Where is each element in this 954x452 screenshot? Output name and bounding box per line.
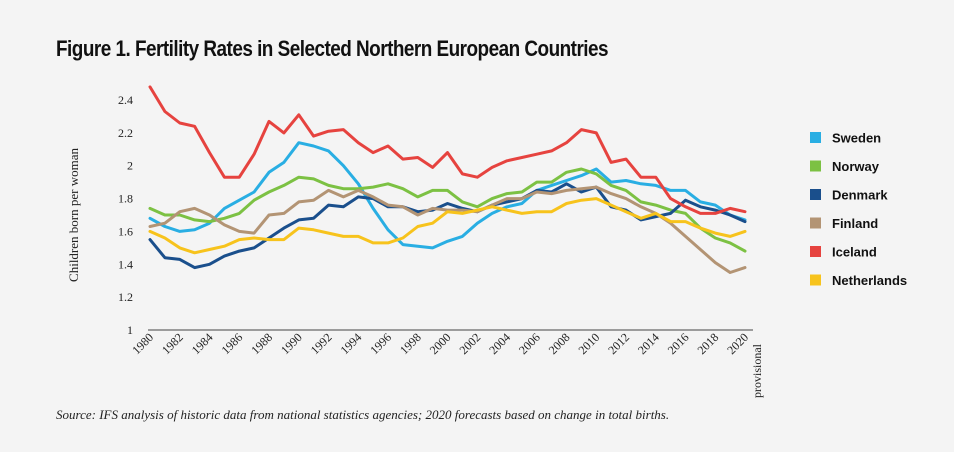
y-tick-label: 2.2: [118, 126, 133, 140]
x-tick-label: 1982: [159, 330, 186, 357]
y-tick-label: 1.4: [118, 257, 133, 271]
x-tick-label: 2004: [486, 330, 513, 357]
x-tick-label: 2006: [516, 330, 543, 357]
x-tick-label: 1990: [278, 330, 305, 357]
legend-swatch: [810, 274, 821, 286]
x-tick-label: 2012: [605, 330, 632, 357]
legend-label: Iceland: [832, 245, 877, 260]
x-tick-label: 1992: [308, 330, 335, 357]
y-tick-label: 1.6: [118, 224, 133, 238]
series-line-norway: [148, 167, 747, 253]
y-tick-label: 1: [127, 323, 133, 337]
x-tick-label: 1996: [367, 330, 394, 357]
x-tick-label: 2002: [457, 330, 484, 357]
x-tick-label: 2000: [427, 330, 454, 357]
x-tick-label: 1984: [189, 330, 216, 357]
x-tick-label: 2020: [724, 330, 751, 357]
source-note: Source: IFS analysis of historic data fr…: [56, 407, 670, 422]
y-tick-label: 1.2: [118, 290, 133, 304]
legend-swatch: [810, 246, 821, 257]
y-axis-label: Children born per woman: [66, 148, 81, 282]
x-tick-label: 1980: [129, 330, 156, 357]
series-line-sweden: [148, 141, 747, 250]
x-tick-sublabel: provisional: [750, 343, 764, 398]
series-line-denmark: [148, 182, 747, 270]
legend-label: Sweden: [832, 131, 881, 146]
legend-label: Netherlands: [832, 273, 907, 288]
legend-swatch: [810, 160, 821, 172]
legend-swatch: [810, 132, 821, 143]
y-tick-label: 2: [127, 159, 133, 173]
series-line-finland: [148, 185, 747, 274]
series-line-netherlands: [148, 197, 747, 255]
x-tick-label: 1998: [397, 330, 424, 357]
legend-label: Finland: [832, 216, 878, 231]
legend-label: Norway: [832, 159, 880, 174]
x-tick-label: 2014: [635, 330, 662, 357]
x-tick-label: 1988: [248, 330, 275, 357]
x-tick-label: 2016: [665, 330, 692, 357]
y-tick-label: 2.4: [118, 93, 133, 107]
x-tick-label: 2008: [546, 330, 573, 357]
legend-swatch: [810, 189, 821, 200]
y-tick-label: 1.8: [118, 192, 133, 206]
x-tick-label: 2010: [576, 330, 603, 357]
x-tick-label: 1986: [219, 330, 246, 357]
legend-swatch: [810, 217, 821, 229]
x-tick-label: 2018: [695, 330, 722, 357]
x-tick-label: 1994: [338, 330, 365, 357]
series-line-iceland: [148, 85, 747, 215]
legend-label: Denmark: [832, 188, 888, 203]
chart-title: Figure 1. Fertility Rates in Selected No…: [56, 36, 609, 61]
